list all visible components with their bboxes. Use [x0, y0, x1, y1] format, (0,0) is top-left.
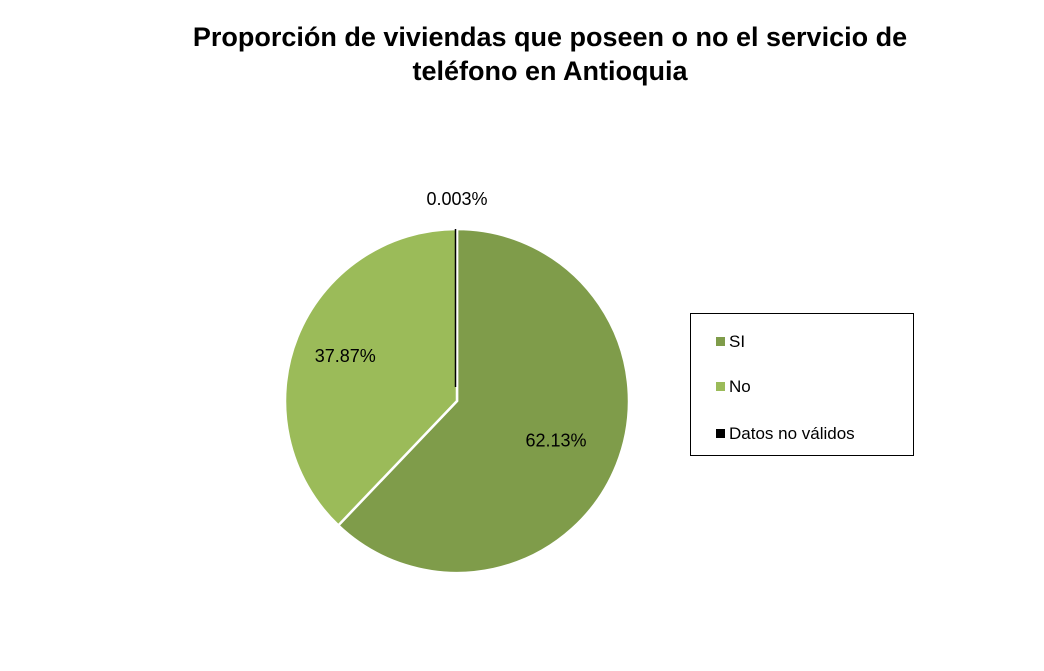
pie-slice-si: [336, 227, 631, 575]
legend-label-si: SI: [729, 332, 746, 351]
data-label-si: 62.13%: [525, 431, 586, 451]
data-label-datos-no-validos: 0.003%: [426, 189, 487, 209]
legend-item-no: No: [716, 377, 751, 397]
legend-swatch-no: [716, 382, 725, 391]
legend-label-no: No: [729, 377, 751, 396]
chart-title-line-2: teléfono en Antioquia: [412, 56, 688, 86]
pie-data-labels: 62.13% 37.87% 0.003%: [315, 189, 587, 451]
legend-label-datos-no-validos: Datos no válidos: [729, 424, 855, 443]
legend: SI No Datos no válidos: [690, 313, 914, 456]
pie-slice-no: [283, 227, 459, 528]
data-label-no: 37.87%: [315, 346, 376, 366]
legend-swatch-si: [716, 337, 725, 346]
chart-title-line-1: Proporción de viviendas que poseen o no …: [192, 22, 908, 52]
legend-item-datos-no-validos: Datos no válidos: [716, 424, 855, 444]
chart-title: Proporción de viviendas que poseen o no …: [80, 20, 1020, 88]
legend-swatch-datos-no-validos: [716, 429, 725, 438]
pie-slices: [283, 227, 631, 575]
legend-item-si: SI: [716, 332, 746, 352]
